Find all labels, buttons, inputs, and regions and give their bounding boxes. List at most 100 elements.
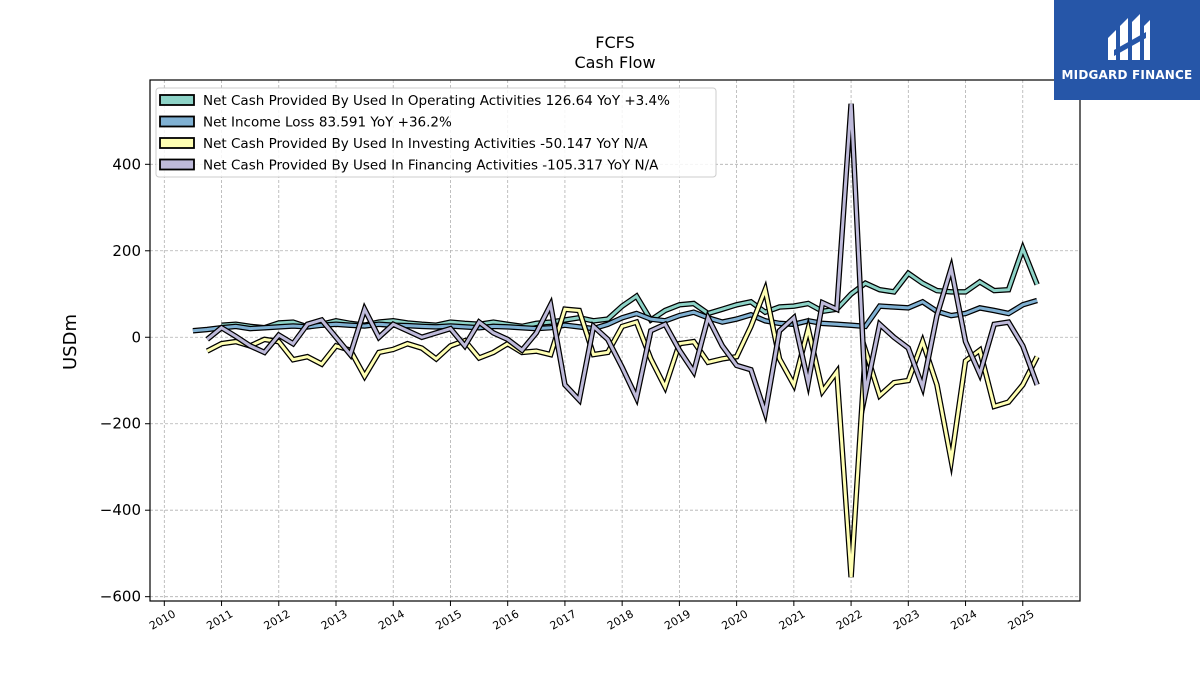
data-point: [792, 316, 795, 319]
data-point: [378, 323, 381, 326]
y-tick-label: 0: [131, 328, 141, 346]
x-tick-label: 2023: [891, 607, 922, 632]
data-point: [950, 267, 953, 270]
data-point: [192, 329, 195, 332]
data-point: [206, 338, 209, 341]
data-point: [263, 351, 266, 354]
x-tick-label: 2016: [491, 607, 522, 632]
data-point: [1007, 321, 1010, 324]
data-point: [535, 322, 538, 325]
data-point: [492, 321, 495, 324]
data-point: [506, 326, 509, 329]
data-point: [449, 321, 452, 324]
data-point: [921, 300, 924, 303]
data-point: [549, 353, 552, 356]
data-point: [878, 323, 881, 326]
data-point: [249, 345, 252, 348]
data-point: [778, 329, 781, 332]
data-point: [463, 326, 466, 329]
data-point: [492, 351, 495, 354]
data-point: [821, 390, 824, 393]
brand-logo: MIDGARD FINANCE: [1054, 0, 1200, 100]
y-tick-label: −400: [100, 501, 141, 519]
data-point: [1021, 383, 1024, 386]
data-point: [234, 325, 237, 328]
data-point: [335, 336, 338, 339]
data-point: [435, 326, 438, 329]
legend-label: Net Cash Provided By Used In Financing A…: [203, 158, 659, 174]
data-point: [478, 321, 481, 324]
data-point: [864, 392, 867, 395]
x-tick-label: 2013: [319, 607, 350, 632]
data-point: [606, 323, 609, 326]
data-point: [1036, 383, 1039, 386]
series-line: [206, 103, 1039, 420]
x-tick-label: 2012: [262, 607, 293, 632]
data-point: [807, 302, 810, 305]
data-point: [320, 319, 323, 322]
data-point: [220, 342, 223, 345]
data-point: [993, 289, 996, 292]
data-point: [320, 363, 323, 366]
data-point: [635, 312, 638, 315]
data-point: [292, 342, 295, 345]
data-point: [878, 288, 881, 291]
data-point: [936, 383, 939, 386]
data-point: [1007, 401, 1010, 404]
data-point: [864, 282, 867, 285]
data-point: [549, 326, 552, 329]
data-point: [649, 358, 652, 361]
y-tick-label: 400: [112, 155, 141, 173]
data-point: [707, 361, 710, 364]
data-point: [721, 308, 724, 311]
legend-label: Net Cash Provided By Used In Investing A…: [203, 136, 648, 152]
data-point: [764, 288, 767, 291]
data-point: [392, 348, 395, 351]
data-point: [850, 293, 853, 296]
data-point: [936, 289, 939, 292]
data-point: [735, 355, 738, 358]
data-point: [778, 306, 781, 309]
data-point: [635, 396, 638, 399]
data-point: [893, 306, 896, 309]
data-point: [778, 322, 781, 325]
data-point: [678, 314, 681, 317]
x-tick-label: 2010: [147, 607, 178, 632]
legend-box: [155, 87, 717, 178]
data-point: [492, 332, 495, 335]
data-point: [449, 327, 452, 330]
data-point: [263, 338, 266, 341]
data-point: [764, 311, 767, 314]
data-point: [292, 358, 295, 361]
data-point: [420, 347, 423, 350]
data-point: [978, 307, 981, 310]
data-point: [950, 291, 953, 294]
data-point: [606, 338, 609, 341]
data-point: [234, 335, 237, 338]
data-point: [735, 364, 738, 367]
data-point: [206, 328, 209, 331]
data-point: [535, 350, 538, 353]
legend: Net Cash Provided By Used In Operating A…: [155, 87, 717, 178]
data-point: [850, 102, 853, 105]
data-point: [606, 351, 609, 354]
data-point: [492, 325, 495, 328]
x-tick-label: 2017: [548, 607, 579, 632]
data-point: [950, 459, 953, 462]
legend-swatch: [159, 137, 195, 149]
legend-label: Net Income Loss 83.591 YoY +36.2%: [203, 115, 452, 131]
data-point: [921, 340, 924, 343]
data-point: [664, 323, 667, 326]
data-point: [1021, 247, 1024, 250]
axes: 2010 2011 2012 2013 2014 2015 2016 2017 2018 2019…: [100, 155, 1037, 632]
data-point: [506, 338, 509, 341]
data-point: [893, 381, 896, 384]
data-point: [964, 312, 967, 315]
data-point: [521, 326, 524, 329]
data-point: [750, 325, 753, 328]
data-point: [678, 303, 681, 306]
chart-title: FCFS: [595, 33, 634, 52]
data-point: [792, 383, 795, 386]
data-point: [435, 358, 438, 361]
